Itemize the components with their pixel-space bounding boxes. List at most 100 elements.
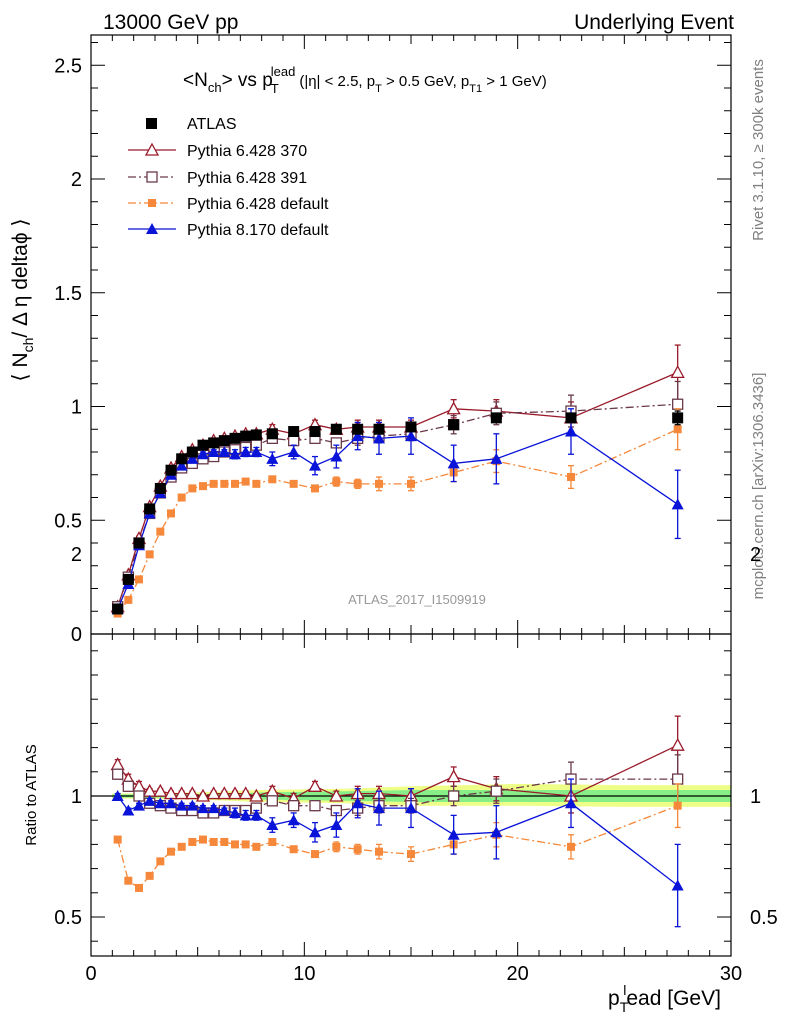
ratio-point-pythia-8-170-default — [133, 799, 145, 811]
main-point-pythia-8-170-default — [197, 448, 209, 460]
main-series-pythia-6-428-370 — [110, 344, 685, 613]
main-point-atlas — [144, 503, 156, 515]
ratio-point-pythia-6-428-default — [156, 857, 165, 866]
ratio-point-pythia-6-428-default — [199, 835, 207, 844]
main-point-pythia-6-428-default — [567, 473, 575, 482]
legend-entry-atlas: ATLAS — [146, 116, 237, 133]
main-point-pythia-6-428-default — [407, 479, 415, 488]
ratio-y-tick-label-right: 2 — [750, 544, 761, 566]
ratio-point-pythia-6-428-default — [231, 840, 239, 849]
ratio-series-pythia-6-428-default — [113, 783, 682, 892]
ratio-point-pythia-6-428-370 — [174, 786, 189, 800]
main-point-pythia-6-428-default — [332, 477, 341, 486]
main-point-pythia-8-170-default — [671, 498, 684, 510]
ratio-y-axis-label: Ratio to ATLAS — [23, 744, 40, 845]
ratio-point-pythia-8-170-default — [671, 879, 684, 891]
main-point-pythia-6-428-default — [156, 527, 165, 536]
main-point-pythia-6-428-370 — [670, 365, 685, 379]
ratio-point-pythia-6-428-370 — [185, 786, 200, 800]
main-point-pythia-8-170-default — [239, 446, 252, 457]
main-point-atlas — [154, 482, 166, 494]
main-point-atlas — [229, 432, 241, 444]
main-point-pythia-6-428-391 — [288, 434, 300, 447]
legend-marker-py370 — [144, 142, 160, 156]
x-tick-label: 20 — [507, 963, 529, 985]
main-point-pythia-6-428-default — [241, 477, 250, 486]
main-point-atlas — [133, 537, 145, 549]
main-point-pythia-8-170-default — [229, 448, 241, 460]
ratio-point-pythia-6-428-default — [407, 850, 415, 859]
ratio-point-pythia-6-428-370 — [153, 783, 168, 797]
legend-label-py370: Pythia 6.428 370 — [187, 143, 307, 160]
main-point-atlas — [165, 464, 177, 476]
main-point-pythia-8-170-default — [266, 452, 279, 464]
legend-marker-py6def — [148, 199, 156, 207]
ratio-point-pythia-6-428-default — [188, 837, 197, 846]
main-point-atlas — [112, 603, 124, 615]
svg-text:pTlead [GeV]: pTlead [GeV] — [608, 982, 721, 1015]
main-point-pythia-6-428-default — [167, 509, 175, 518]
legend-marker-py391 — [146, 171, 158, 183]
main-point-pythia-6-428-default — [353, 479, 362, 488]
ratio-y-tick-label: 1 — [71, 786, 82, 808]
ratio-point-pythia-6-428-default — [673, 801, 682, 810]
ratio-point-pythia-6-428-default — [375, 847, 383, 856]
legend-label-py391: Pythia 6.428 391 — [187, 170, 307, 187]
main-point-atlas — [197, 439, 209, 451]
main-point-pythia-6-428-default — [209, 479, 218, 488]
main-point-pythia-8-170-default — [351, 430, 364, 442]
main-point-pythia-8-170-default — [309, 459, 321, 471]
main-point-atlas — [186, 446, 198, 458]
ratio-point-pythia-8-170-default — [165, 797, 177, 809]
ratio-point-pythia-8-170-default — [218, 804, 231, 816]
ratio-point-pythia-8-170-default — [143, 794, 156, 806]
main-point-atlas — [330, 423, 342, 435]
main-point-pythia-6-428-default — [231, 479, 239, 488]
main-y-tick-label: 2.5 — [54, 55, 82, 77]
ratio-y-tick-label: 2 — [71, 544, 82, 566]
main-point-pythia-6-428-default — [220, 479, 229, 488]
x-tick-label: 0 — [85, 963, 96, 985]
main-point-pythia-8-170-default — [218, 446, 231, 457]
main-series-atlas — [112, 410, 684, 615]
svg-text:⟨ Nch/ Δ η deltaϕ ⟩: ⟨ Nch/ Δ η deltaϕ ⟩ — [9, 218, 36, 381]
series-layer — [110, 344, 685, 928]
legend: ATLAS Pythia 6.428 370 Pythia 6.428 391 … — [128, 116, 329, 239]
main-point-atlas — [288, 426, 300, 438]
ratio-point-pythia-6-428-370 — [329, 788, 344, 802]
ratio-point-pythia-6-428-default — [177, 842, 186, 851]
main-series-pythia-8-170-default — [111, 408, 684, 614]
ratio-point-pythia-6-428-default — [135, 883, 143, 892]
main-y-tick-label: 1.5 — [54, 283, 82, 305]
rivet-version-label: Rivet 3.1.10, ≥ 300k events — [750, 59, 767, 241]
main-point-atlas — [490, 412, 502, 424]
ratio-point-pythia-6-428-default — [124, 876, 133, 885]
ratio-point-pythia-6-428-default — [145, 871, 154, 880]
ratio-point-pythia-6-428-default — [209, 837, 218, 846]
ratio-point-pythia-8-170-default — [330, 819, 343, 831]
main-point-atlas — [309, 426, 321, 438]
ratio-point-pythia-6-428-370 — [227, 786, 243, 800]
main-line-pythia-6-428-391 — [117, 403, 678, 607]
ratio-point-pythia-8-170-default — [111, 790, 124, 801]
main-y-tick-label: 0 — [71, 624, 82, 646]
main-point-pythia-8-170-default — [175, 459, 188, 471]
main-point-atlas — [250, 429, 262, 441]
x-tick-label: 30 — [720, 963, 742, 985]
x-axis-label: pTlead [GeV] — [608, 982, 721, 1015]
main-point-pythia-8-170-default — [565, 425, 577, 437]
main-point-pythia-6-428-default — [135, 575, 143, 584]
legend-entry-py8def: Pythia 8.170 default — [128, 222, 329, 239]
main-point-atlas — [373, 423, 385, 435]
ratio-point-pythia-6-428-391 — [490, 785, 502, 797]
main-series-pythia-6-428-391 — [112, 380, 684, 613]
ratio-point-pythia-8-170-default — [565, 797, 577, 809]
ratio-point-pythia-8-170-default — [207, 802, 220, 814]
main-y-tick-label: 1 — [71, 397, 82, 419]
main-y-tick-label: 2 — [71, 169, 82, 191]
header-left: 13000 GeV pp — [103, 11, 238, 34]
axes: 0 10 20 30 0 0.5 1 1.5 2 2.5 0.5 0.5 1 1 2 2 — [54, 34, 778, 985]
ratio-point-pythia-8-170-default — [447, 828, 460, 840]
main-point-pythia-8-170-default — [373, 432, 385, 444]
ratio-y-tick-label: 0.5 — [54, 907, 82, 929]
